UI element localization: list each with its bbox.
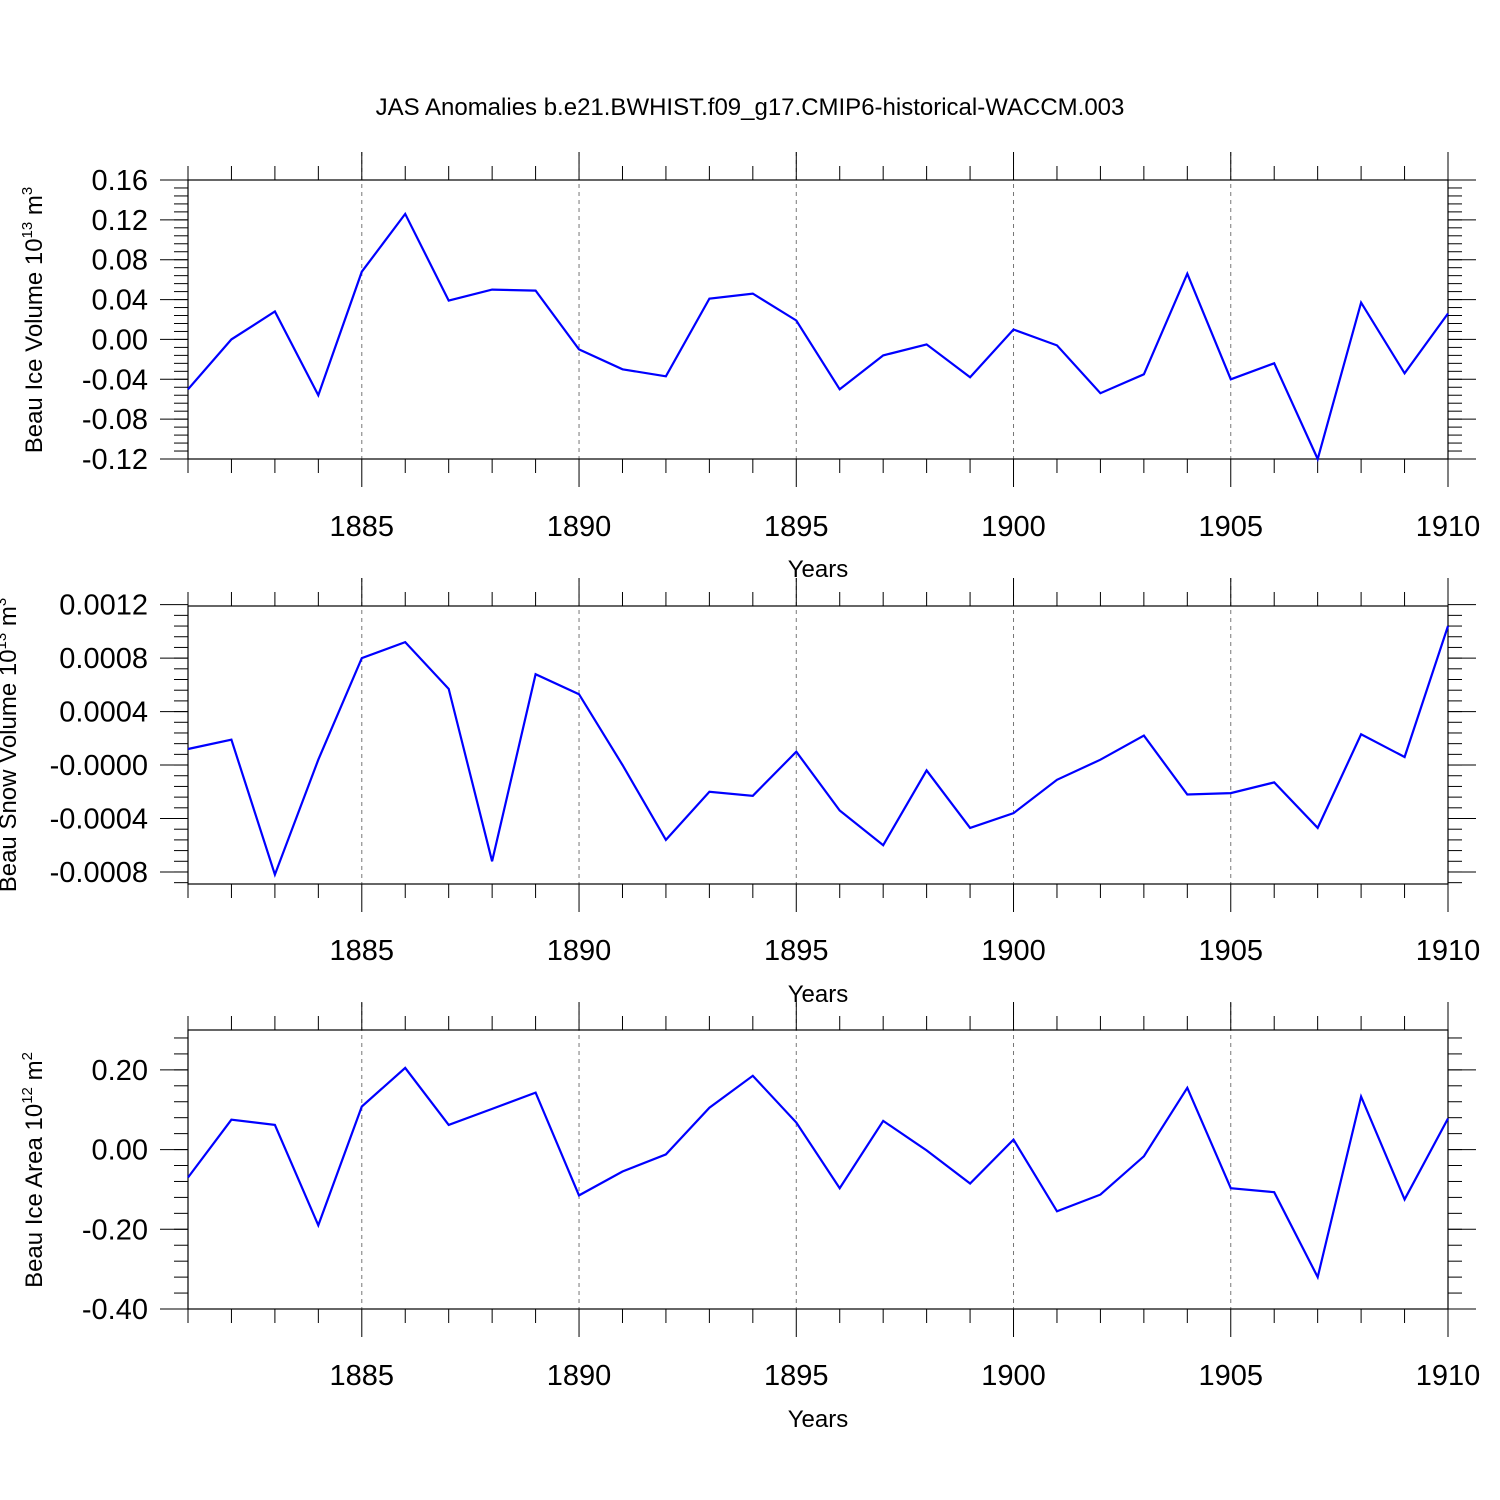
y-tick-label: 0.12 (92, 205, 148, 237)
x-tick-label: 1910 (1416, 1360, 1481, 1392)
x-axis-title: Years (788, 1406, 849, 1433)
series-line (187, 1066, 1449, 1281)
y-tick-label: -0.20 (82, 1214, 148, 1246)
plot-frame (187, 605, 1449, 885)
plot-frame (187, 179, 1449, 460)
y-title-exponent: 12 (19, 1087, 36, 1104)
y-tick-label: 0.0012 (59, 590, 148, 622)
x-tick-label: 1885 (330, 1360, 395, 1392)
y-tick-label: -0.40 (82, 1294, 148, 1326)
y-tick-label: 0.08 (92, 245, 148, 277)
x-tick-label: 1885 (330, 935, 395, 967)
series-line (187, 625, 1450, 878)
y-tick-label: -0.0004 (50, 804, 148, 836)
y-tick-label: -0.0008 (50, 857, 148, 889)
y-title-unit: m (21, 1060, 48, 1087)
x-tick-label: 1905 (1199, 511, 1264, 543)
y-title-exponent: 13 (0, 633, 10, 650)
panel-2: 1885 1890 1895 1900 1905 1910 Years -0.0008 -0.0… (0, 578, 1480, 1008)
y-title-unit-exponent: 2 (19, 1052, 36, 1060)
x-tick-label: 1895 (764, 935, 829, 967)
y-axis-title: Beau Ice Area 1012 m2 (19, 1052, 48, 1288)
panels: 1885 1890 1895 1900 1905 1910 Years -0.12 -0.08 -… (0, 152, 1480, 1433)
y-axis-title: Beau Snow Volume 1013 m3 (0, 598, 22, 893)
y-tick-label: 0.20 (92, 1055, 148, 1087)
x-tick-label: 1895 (764, 511, 829, 543)
y-title-unit: m (21, 195, 48, 222)
y-title-exponent: 13 (19, 222, 36, 239)
y-axis-title: Beau Ice Volume 1013 m3 (19, 187, 48, 454)
y-tick-label: 0.04 (92, 285, 148, 317)
y-tick-label: -0.12 (82, 444, 148, 476)
y-title-base: Beau Snow Volume 10 (0, 649, 22, 892)
x-tick-label: 1890 (547, 1360, 612, 1392)
y-title-unit: m (0, 606, 22, 633)
plot-frame (187, 1029, 1449, 1310)
series-line (187, 211, 1449, 463)
x-tick-label: 1905 (1199, 1360, 1264, 1392)
x-tick-label: 1890 (547, 935, 612, 967)
x-tick-label: 1905 (1199, 935, 1264, 967)
y-tick-label: 0.16 (92, 165, 148, 197)
y-title-unit-exponent: 3 (19, 187, 36, 195)
x-tick-label: 1900 (981, 1360, 1046, 1392)
x-tick-label: 1910 (1416, 511, 1481, 543)
x-tick-label: 1895 (764, 1360, 829, 1392)
y-tick-label: -0.0000 (50, 750, 148, 782)
x-tick-label: 1910 (1416, 935, 1481, 967)
x-tick-label: 1900 (981, 511, 1046, 543)
y-tick-label: -0.08 (82, 404, 148, 436)
y-tick-label: 0.0008 (59, 643, 148, 675)
panel-3: 1885 1890 1895 1900 1905 1910 Years -0.40 -0.20 0… (19, 1002, 1480, 1433)
x-tick-label: 1890 (547, 511, 612, 543)
y-tick-label: 0.00 (92, 324, 148, 356)
y-title-base: Beau Ice Area 10 (21, 1104, 48, 1288)
chart-title: JAS Anomalies b.e21.BWHIST.f09_g17.CMIP6… (376, 94, 1125, 121)
x-axis-title: Years (788, 981, 849, 1008)
y-tick-label: 0.0004 (59, 697, 148, 729)
y-tick-label: 0.00 (92, 1135, 148, 1167)
panel-1: 1885 1890 1895 1900 1905 1910 Years -0.12 -0.08 -… (19, 152, 1480, 583)
x-tick-label: 1885 (330, 511, 395, 543)
y-title-unit-exponent: 3 (0, 598, 10, 606)
x-tick-label: 1900 (981, 935, 1046, 967)
x-axis-title: Years (788, 556, 849, 583)
y-tick-label: -0.04 (82, 364, 148, 396)
y-title-base: Beau Ice Volume 10 (21, 238, 48, 453)
